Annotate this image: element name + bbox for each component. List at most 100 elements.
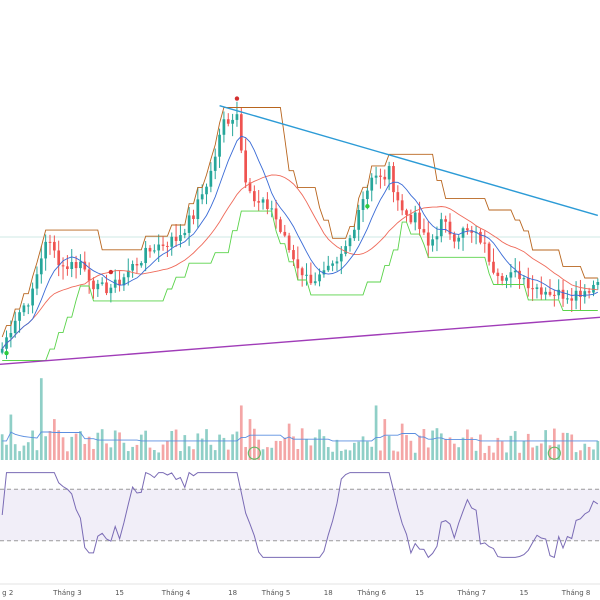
candle-body [0, 348, 4, 353]
candle-body [592, 284, 595, 293]
volume-bar [44, 436, 47, 460]
volume-bar [339, 450, 343, 460]
candle-body [187, 215, 191, 233]
volume-bar [9, 414, 13, 460]
volume-bar [566, 432, 569, 460]
candle-body [466, 228, 469, 231]
candle-body [205, 186, 208, 195]
candle-body [26, 305, 30, 307]
candle-body [70, 262, 74, 270]
rsi-pane [0, 471, 600, 559]
candle-body [166, 245, 169, 247]
volume-bar [353, 442, 356, 460]
candle-body [470, 230, 474, 233]
candle-body [122, 277, 126, 286]
volume-bar [270, 447, 274, 460]
candle-body [435, 236, 439, 240]
volume-bar [135, 444, 139, 460]
rsi-line [1, 471, 599, 559]
candle-body [39, 258, 43, 275]
candle-body [287, 235, 291, 251]
volume-bar [70, 436, 74, 460]
candle-body [79, 261, 82, 269]
x-axis: g 2 Tháng 3 15 Tháng 4 18 Tháng 5 18 Tháng 6 15 T… [0, 583, 600, 597]
volume-bar [187, 446, 191, 460]
volume-bar [483, 452, 487, 460]
candle-body [583, 291, 587, 297]
volume-bar [174, 429, 178, 460]
volume-bar [66, 451, 69, 460]
candle-body [213, 156, 217, 171]
candle-body [96, 283, 100, 290]
volume-bar [266, 447, 269, 460]
candle-body [239, 114, 243, 151]
volume-bar [470, 437, 474, 460]
upper-trendline [219, 105, 599, 217]
volume-bar [326, 447, 330, 460]
candle-body [318, 274, 321, 282]
x-tick-label: Tháng 4 [161, 589, 191, 597]
volume-bar [500, 441, 504, 460]
volume-bar [161, 444, 165, 460]
candle-body [531, 288, 534, 290]
candle-body [126, 270, 130, 278]
volume-bar [522, 440, 526, 460]
candle-body [326, 265, 330, 271]
volume-bar [109, 447, 113, 460]
volume-bar [26, 442, 30, 460]
candle-body [553, 294, 556, 296]
candle-body [105, 282, 108, 294]
candle-body [587, 291, 591, 293]
candle-body [439, 219, 443, 237]
candle-body [35, 274, 39, 289]
candle-body [574, 290, 578, 301]
candle-body [53, 241, 56, 251]
candle-body [331, 263, 334, 266]
volume-bar [370, 446, 374, 460]
candle-body [526, 278, 530, 289]
volume-bar [300, 428, 304, 460]
volume-bar [96, 432, 100, 460]
volume-bar [92, 448, 95, 460]
candle-body [300, 268, 304, 276]
volume-markers [247, 446, 561, 460]
candle-body [196, 199, 200, 219]
candle-body [87, 269, 91, 281]
volume-bar [157, 452, 161, 460]
candle-body [518, 270, 521, 280]
candle-body [279, 219, 282, 232]
volume-pane [0, 378, 600, 460]
volume-bar [553, 428, 556, 460]
volume-bar [213, 450, 217, 460]
volume-bar [374, 405, 378, 460]
x-tick-label: Tháng 8 [561, 589, 591, 597]
volume-bar [535, 445, 539, 460]
candle-body [535, 287, 539, 289]
candle-body [118, 279, 121, 286]
volume-bar [83, 443, 87, 460]
candle-body [339, 253, 343, 262]
x-tick-label: 18 [324, 589, 333, 597]
candle-body [131, 263, 134, 271]
volume-marker-circle [547, 446, 561, 460]
candle-body [61, 265, 65, 267]
signal-markers [4, 96, 370, 356]
volume-bar [274, 440, 278, 460]
volume-bar [287, 423, 291, 460]
candle-body [13, 320, 17, 334]
volume-bar [457, 447, 461, 460]
candle-body [457, 237, 461, 242]
candle-body [257, 201, 261, 203]
candle-body [479, 231, 482, 243]
volume-bar [253, 428, 256, 460]
volume-bar [439, 433, 443, 460]
candle-body [144, 247, 147, 264]
candle-body [361, 199, 365, 210]
candle-body [31, 288, 34, 306]
volume-bar [409, 440, 413, 460]
volume-ma [2, 431, 598, 442]
x-tick-label: 15 [519, 589, 528, 597]
volume-bar [587, 446, 591, 460]
candle-body [231, 119, 234, 124]
volume-bar [418, 435, 421, 460]
